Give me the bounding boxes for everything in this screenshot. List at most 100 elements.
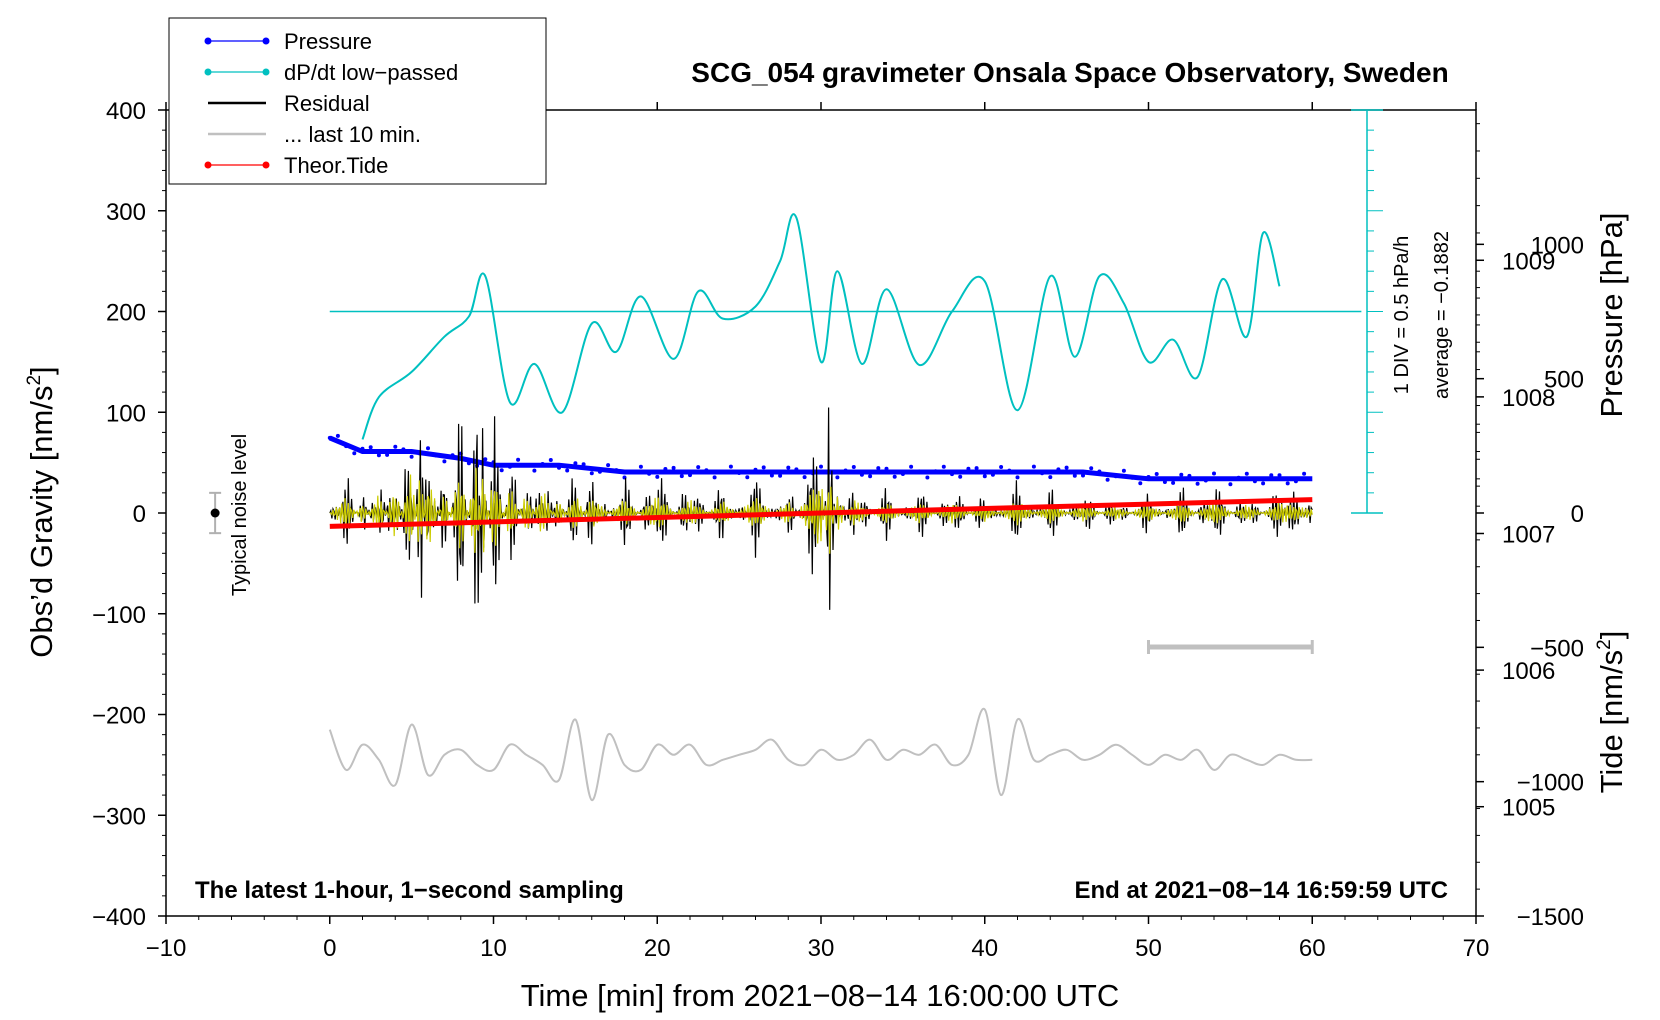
pressure-point <box>769 473 774 478</box>
pressure-point <box>1252 479 1257 484</box>
pressure-point <box>753 467 758 472</box>
pressure-tick-label: 1006 <box>1502 658 1555 685</box>
pressure-point <box>638 464 643 469</box>
pressure-point <box>778 473 783 478</box>
pressure-point <box>802 475 807 480</box>
pressure-point <box>1121 468 1126 473</box>
pressure-point <box>401 447 406 452</box>
pressure-point <box>696 465 701 470</box>
pressure-point <box>360 446 365 451</box>
pressure-point <box>671 465 676 470</box>
noise-level-bar <box>209 491 222 535</box>
pressure-point <box>1040 471 1045 476</box>
pressure-point <box>524 463 529 467</box>
pressure-point <box>1236 475 1241 480</box>
pressure-point <box>1089 466 1094 471</box>
tide-tick-label: 0 <box>1571 501 1584 528</box>
pressure-point <box>1277 473 1282 478</box>
pressure-point <box>900 472 905 476</box>
pressure-tick-label: 1009 <box>1502 248 1555 275</box>
y-axis-pressure: 1005 1006 1007 1008 1009 <box>1476 123 1555 822</box>
x-tick-label: 0 <box>323 935 336 962</box>
pressure-point <box>426 446 430 451</box>
x-tick-label: 40 <box>971 935 998 962</box>
pressure-point <box>1220 476 1225 481</box>
pressure-point <box>720 470 725 475</box>
dpdt-average-label: average = −0.1882 <box>1431 231 1453 399</box>
legend-marker <box>204 161 212 169</box>
pressure-point <box>835 475 840 480</box>
legend-box <box>168 17 547 185</box>
pressure-point <box>1285 481 1290 486</box>
tide-tick-label: −500 <box>1530 635 1584 662</box>
pressure-point <box>499 468 504 473</box>
pressure-point <box>606 463 611 468</box>
pressure-point <box>688 473 692 478</box>
legend-label: ... last 10 min. <box>284 122 421 147</box>
tide-tick-label: 1000 <box>1531 232 1584 259</box>
interval-bar <box>1147 639 1314 654</box>
series-line-residual-filtered <box>329 468 1313 554</box>
pressure-point <box>1179 472 1184 477</box>
pressure-tick-label: 1007 <box>1502 521 1555 548</box>
pressure-point <box>1187 473 1192 478</box>
legend-marker <box>204 37 212 45</box>
pressure-point <box>1212 471 1216 476</box>
pressure-point <box>327 435 332 440</box>
pressure-point <box>941 464 946 469</box>
pressure-point <box>737 471 742 475</box>
pressure-point <box>745 475 750 480</box>
pressure-point <box>581 462 586 467</box>
pressure-point <box>1228 482 1233 487</box>
x-axis-title: Time [min] from 2021−08−14 16:00:00 UTC <box>521 978 1120 1013</box>
pressure-point <box>335 433 340 438</box>
x-axis: −10 0 10 20 30 40 50 60 70 <box>146 102 1490 962</box>
x-tick-label: 10 <box>480 935 507 962</box>
y-tick-label: 200 <box>106 300 146 327</box>
x-tick-label: 20 <box>644 935 671 962</box>
legend-marker <box>262 37 270 45</box>
pressure-point <box>843 468 848 473</box>
series-line-dp-dt-low-passed <box>361 213 1281 440</box>
x-tick-label: 50 <box>1135 935 1162 962</box>
pressure-point <box>376 453 381 458</box>
pressure-point <box>434 453 439 458</box>
pressure-tick-label: 1008 <box>1502 385 1555 412</box>
pressure-point <box>663 467 668 471</box>
pressure-point <box>516 457 521 462</box>
pressure-point <box>794 467 799 472</box>
legend-label: Residual <box>284 91 370 116</box>
pressure-point <box>647 471 652 476</box>
pressure-point <box>344 444 349 449</box>
x-tick-label: −10 <box>146 935 187 962</box>
pressure-point <box>1162 480 1167 484</box>
y-tick-label: 400 <box>106 98 146 125</box>
y-tick-label: −400 <box>92 904 146 931</box>
pressure-point <box>876 466 881 471</box>
x-tick-label: 70 <box>1463 935 1490 962</box>
y-axis-gravity: −400 −300 −200 −100 0 100 200 300 400 <box>92 98 166 931</box>
legend-label: dP/dt low−passed <box>284 60 458 85</box>
pressure-point <box>1105 477 1110 482</box>
legend-label: Theor.Tide <box>284 153 388 178</box>
pressure-point <box>966 466 971 471</box>
pressure-point <box>1015 475 1020 480</box>
pressure-point <box>1048 475 1053 480</box>
pressure-point <box>507 464 512 469</box>
pressure-point <box>1138 481 1143 486</box>
pressure-point <box>909 464 914 469</box>
pressure-point <box>450 453 455 458</box>
pressure-point <box>557 465 561 470</box>
legend-marker <box>204 68 212 76</box>
pressure-point <box>614 468 619 473</box>
pressure-point <box>917 469 922 474</box>
pressure-point <box>1056 467 1061 472</box>
y-tick-label: −200 <box>92 703 146 730</box>
pressure-point <box>1031 464 1036 469</box>
pressure-point <box>999 465 1004 469</box>
noise-bar-point <box>210 508 220 518</box>
pressure-point <box>442 459 447 464</box>
y-tick-label: −300 <box>92 803 146 830</box>
pressure-point <box>728 464 733 469</box>
